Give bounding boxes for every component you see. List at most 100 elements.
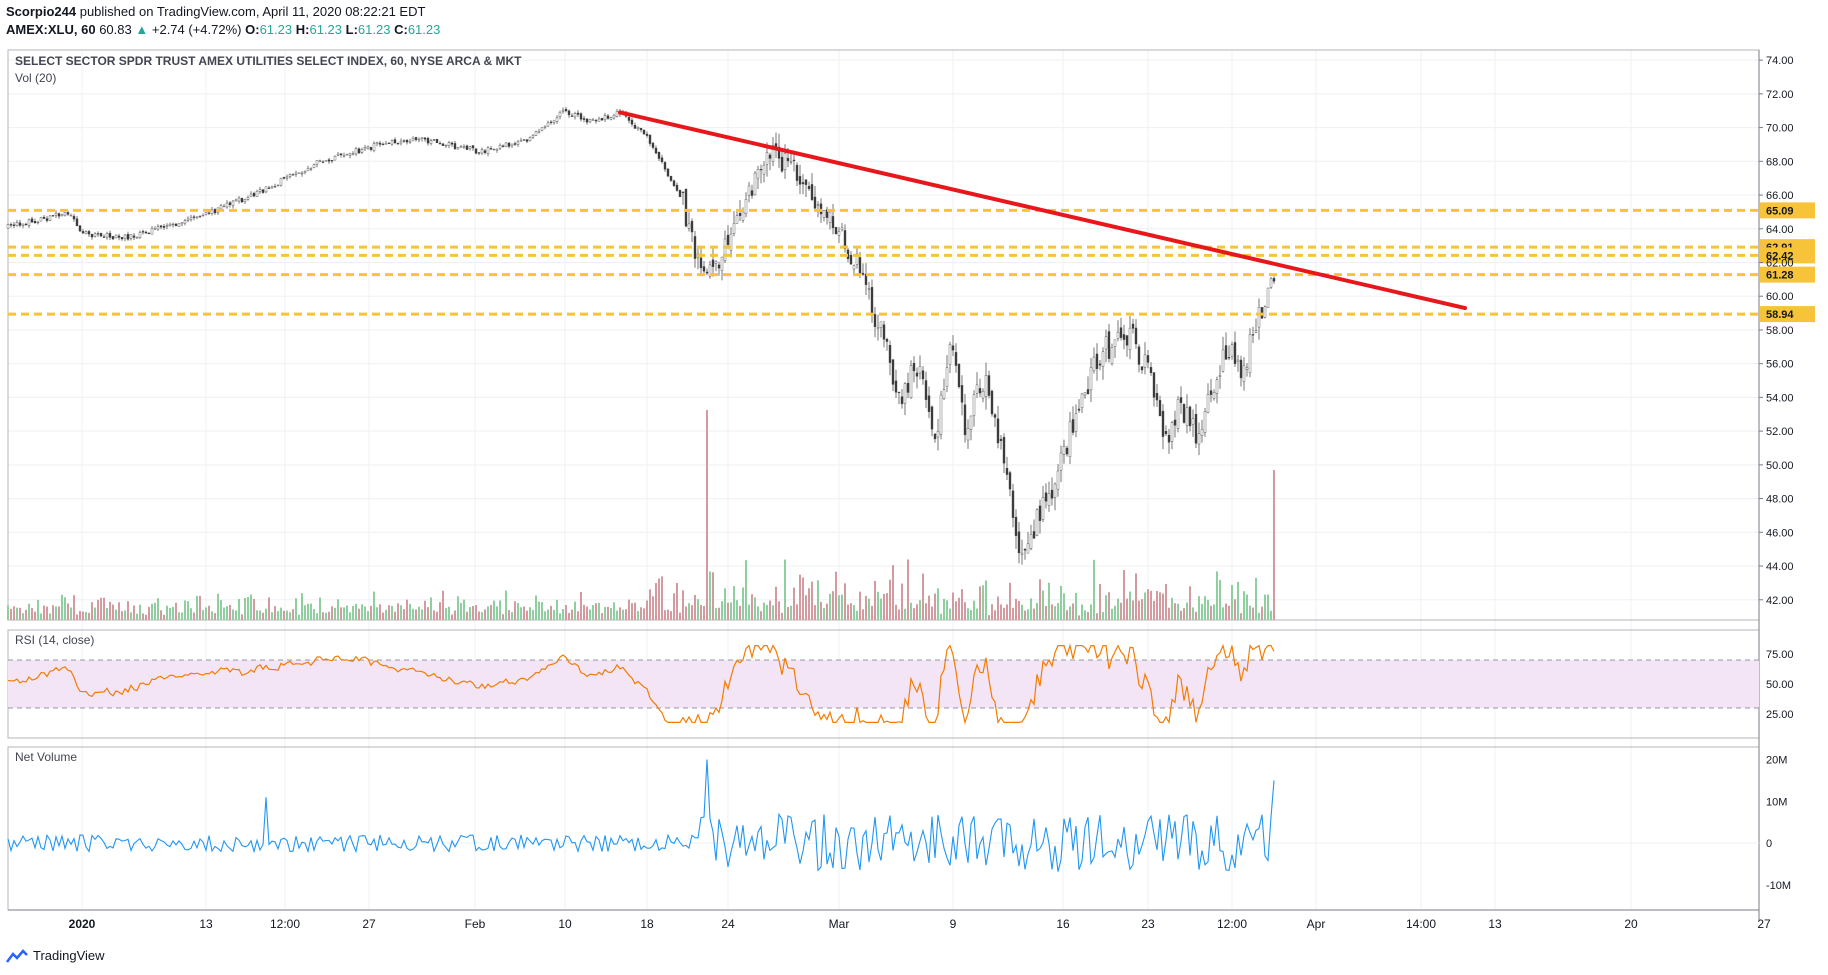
volume-bar: [385, 609, 387, 620]
last-price: 60.83: [99, 22, 132, 37]
volume-bar: [178, 612, 180, 620]
candle-body: [366, 146, 370, 149]
volume-bar: [25, 609, 27, 620]
volume-bar: [112, 604, 114, 620]
candle-body: [714, 261, 718, 264]
x-tick-label: 23: [1141, 917, 1155, 931]
volume-bar: [421, 609, 423, 620]
rsi-line: [7, 643, 1275, 725]
volume-bar: [1213, 604, 1215, 620]
volume-bar: [1192, 607, 1194, 620]
low-label: L:: [345, 22, 358, 37]
candle-body: [1203, 411, 1207, 433]
candle-body: [789, 161, 793, 163]
candle-body: [213, 208, 217, 214]
candle-body: [1188, 406, 1192, 427]
volume-bar: [961, 589, 963, 620]
volume-bar: [382, 612, 384, 620]
volume-bar: [1165, 583, 1167, 620]
candle-body: [1143, 354, 1147, 368]
candle-body: [960, 385, 964, 403]
candle-body: [1128, 327, 1132, 351]
candle-body: [147, 232, 151, 235]
volume-bar: [211, 611, 213, 620]
candle-body: [1020, 552, 1024, 555]
main-chart-title: SELECT SECTOR SPDR TRUST AMEX UTILITIES …: [15, 54, 522, 68]
volume-bar: [292, 609, 294, 620]
candle-body: [54, 213, 58, 216]
footer-brand[interactable]: TradingView: [6, 948, 105, 963]
candle-body: [489, 148, 493, 150]
pane-frames: [7, 49, 1760, 920]
level-price-tag: [1760, 247, 1815, 264]
candle-body: [540, 127, 544, 131]
volume-bar: [1114, 605, 1116, 620]
y-tick-label: 42.00: [1766, 595, 1794, 607]
candle-body: [504, 142, 508, 147]
candle-body: [843, 230, 847, 250]
candle-body: [777, 146, 781, 159]
volume-bar: [847, 604, 849, 620]
volume-bar: [625, 609, 627, 620]
candle-body: [159, 225, 163, 228]
candle-body: [210, 209, 214, 214]
volume-bar: [1177, 603, 1179, 620]
candle-body: [114, 234, 118, 239]
candle-body: [993, 414, 997, 418]
candle-body: [15, 222, 19, 226]
candle-body: [924, 380, 928, 400]
candle-body: [918, 366, 922, 374]
candle-body: [591, 119, 595, 121]
volume-bar: [622, 609, 624, 620]
volume-bar: [733, 586, 735, 620]
candle-body: [537, 131, 541, 133]
rsi-band-fill: [8, 660, 1759, 708]
candle-body: [906, 382, 910, 393]
volume-bar: [994, 610, 996, 620]
volume-bar: [361, 604, 363, 620]
candle-body: [324, 160, 328, 162]
candle-body: [294, 172, 298, 175]
candle-body: [1032, 531, 1036, 539]
volume-bar: [991, 604, 993, 620]
volume-bar: [391, 605, 393, 620]
volume-bar: [1198, 596, 1200, 620]
volume-bar: [787, 606, 789, 620]
candle-body: [705, 271, 709, 274]
x-tick-label: 12:00: [270, 917, 300, 931]
volume-bar: [1195, 611, 1197, 620]
candle-body: [120, 237, 124, 240]
volume-bar: [628, 599, 630, 620]
volume-bar: [1156, 590, 1158, 620]
candle-body: [342, 155, 346, 157]
volume-bar: [532, 610, 534, 620]
volume-bar: [718, 607, 720, 620]
volume-bar: [496, 606, 498, 620]
volume-bar: [340, 607, 342, 620]
author-name[interactable]: Scorpio244: [6, 4, 77, 19]
y-tick-label: 48.00: [1766, 494, 1794, 506]
candle-body: [183, 220, 187, 224]
candle-body: [450, 142, 454, 145]
candle-body: [1227, 357, 1231, 359]
volume-bar: [316, 613, 318, 620]
close-label: C:: [394, 22, 408, 37]
volume-bar: [748, 604, 750, 620]
volume-bar: [442, 590, 444, 620]
volume-bar: [658, 578, 660, 620]
candle-body: [327, 159, 331, 162]
candle-body: [105, 233, 109, 238]
volume-label: Vol (20): [15, 71, 56, 85]
candle-body: [687, 223, 691, 229]
candle-body: [1218, 375, 1222, 377]
candle-body: [681, 191, 685, 193]
candle-body: [171, 223, 175, 226]
volume-bar: [997, 596, 999, 620]
candle-body: [441, 143, 445, 146]
candle-body: [612, 114, 616, 119]
symbol-name[interactable]: AMEX:XLU, 60: [6, 22, 96, 37]
candle-body: [564, 108, 568, 112]
volume-bar: [700, 605, 702, 620]
candle-body: [1149, 367, 1153, 374]
